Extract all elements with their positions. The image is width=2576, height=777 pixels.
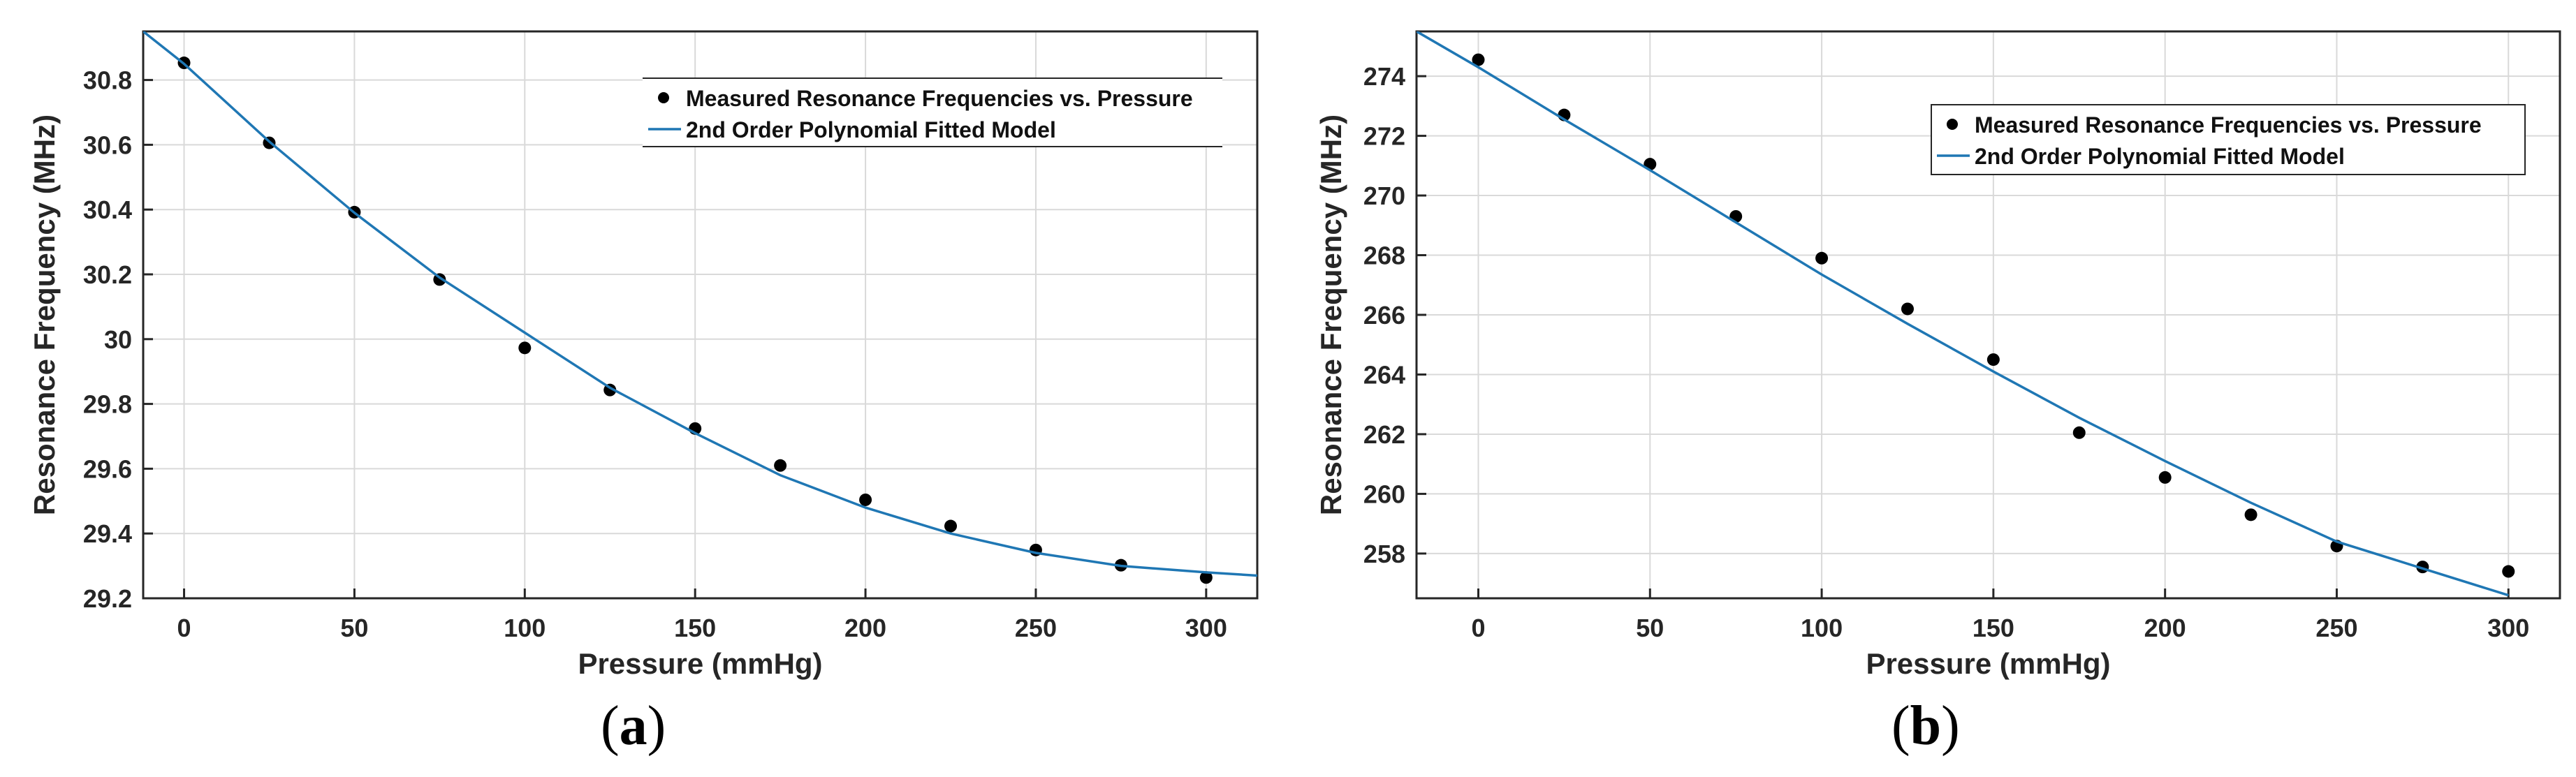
y-tick-label: 29.6 <box>83 454 132 483</box>
data-point <box>2158 471 2172 484</box>
data-point <box>1986 353 2000 367</box>
legend-entry-label: 2nd Order Polynomial Fitted Model <box>686 117 1056 142</box>
x-tick-label: 200 <box>2144 614 2186 642</box>
data-point <box>2502 565 2515 578</box>
plot-frame <box>142 30 1259 600</box>
chart-panel-b: 0 50 100 150 200 250 300 258 260 262 264 266 268 270 2… <box>1315 30 2561 680</box>
chart-panel-a: 0 50 100 150 200 250 300 29.2 29.4 29.6 29.8 30 30.2… <box>28 30 1259 680</box>
x-tick-label: 0 <box>1471 614 1485 642</box>
x-tick-label: 250 <box>2315 614 2357 642</box>
fitted-line <box>143 31 1257 577</box>
legend-entry-label: Measured Resonance Frequencies vs. Press… <box>686 86 1193 111</box>
x-axis-label: Pressure (mmHg) <box>1866 647 2110 680</box>
y-tick-label: 268 <box>1363 242 1405 270</box>
y-tick-label: 274 <box>1363 62 1405 91</box>
legend-background <box>643 78 1222 147</box>
y-tick-label: 30.4 <box>83 195 132 224</box>
x-tick-label: 50 <box>340 614 368 642</box>
y-tick-label: 29.4 <box>83 519 132 548</box>
x-tick-label: 300 <box>2487 614 2529 642</box>
legend: Measured Resonance Frequencies vs. Press… <box>643 77 1222 147</box>
legend-entry-label: 2nd Order Polynomial Fitted Model <box>1975 144 2345 169</box>
y-tick-label: 258 <box>1363 540 1405 568</box>
x-axis-label: Pressure (mmHg) <box>578 647 822 680</box>
fitted-line <box>1417 31 2509 597</box>
panel-caption-a: (a) <box>601 695 666 757</box>
x-tick-label: 50 <box>1636 614 1664 642</box>
y-tick-label: 260 <box>1363 480 1405 508</box>
y-tick-label: 30 <box>104 325 132 354</box>
x-tick-label: 150 <box>1973 614 2014 642</box>
data-point <box>1901 302 1914 316</box>
legend-entry-label: Measured Resonance Frequencies vs. Press… <box>1975 112 2482 138</box>
x-tick-label: 100 <box>504 614 546 642</box>
y-tick-label: 264 <box>1363 360 1405 389</box>
data-point <box>1472 53 1485 66</box>
y-tick-label: 30.6 <box>83 131 132 159</box>
panel-caption-b: (b) <box>1891 695 1960 757</box>
data-point <box>1815 251 1829 265</box>
data-point <box>944 519 958 533</box>
legend-box <box>1931 104 2526 175</box>
x-tick-label: 300 <box>1185 614 1227 642</box>
y-tick-label: 272 <box>1363 122 1405 151</box>
x-tick-label: 0 <box>177 614 191 642</box>
x-tick-label: 100 <box>1801 614 1843 642</box>
y-tick-label: 262 <box>1363 420 1405 449</box>
y-axis-label: Resonance Frequency (MHz) <box>1315 114 1347 515</box>
y-tick-label: 29.8 <box>83 390 132 419</box>
data-point <box>2072 426 2086 439</box>
data-point <box>518 341 532 355</box>
y-tick-label: 29.2 <box>83 584 132 613</box>
data-point <box>2244 508 2257 521</box>
data-point <box>859 493 872 506</box>
x-tick-label: 200 <box>844 614 886 642</box>
y-tick-label: 30.8 <box>83 66 132 95</box>
y-tick-label: 266 <box>1363 301 1405 330</box>
legend-marker-swatch <box>1947 119 1958 130</box>
y-axis-label: Resonance Frequency (MHz) <box>28 114 61 515</box>
y-tick-label: 30.2 <box>83 260 132 289</box>
data-point <box>774 459 787 472</box>
data-point <box>1199 571 1213 584</box>
legend: Measured Resonance Frequencies vs. Press… <box>1931 104 2526 175</box>
y-tick-label: 270 <box>1363 182 1405 210</box>
x-tick-label: 150 <box>674 614 716 642</box>
legend-marker-swatch <box>658 92 669 103</box>
x-tick-label: 250 <box>1015 614 1057 642</box>
